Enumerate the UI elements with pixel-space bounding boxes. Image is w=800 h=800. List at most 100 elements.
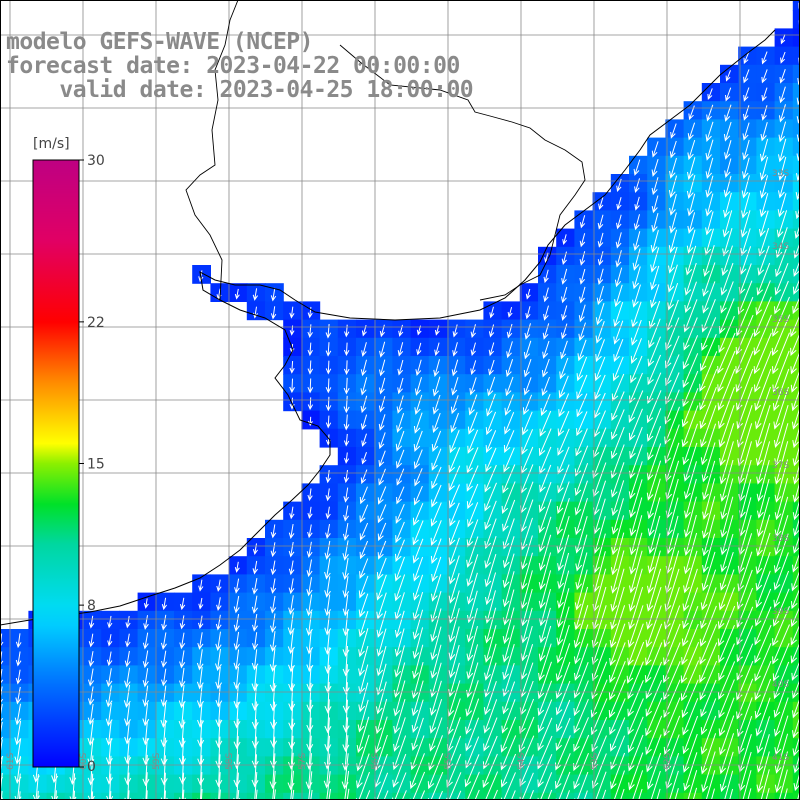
wind-arrow [630,355,643,384]
wind-arrow [629,532,643,575]
wind-arrow [252,288,259,301]
wind-arrow [754,606,772,646]
wind-arrow [410,735,425,771]
wind-arrow [610,568,625,613]
wind-arrow [557,411,570,437]
wind-arrow [470,342,476,356]
wind-arrow [448,537,460,566]
wind-arrow [197,755,205,786]
wind-arrow [779,86,786,104]
wind-arrow [701,751,716,793]
wind-arrow [792,424,800,449]
wind-speed-cell [792,28,800,48]
wind-arrow [719,423,735,467]
wind-arrow [487,376,496,397]
wind-arrow [674,788,679,800]
wind-arrow [358,664,369,695]
wind-arrow [761,51,768,65]
wind-arrow [685,245,697,276]
wind-arrow [737,715,753,755]
wind-arrow [701,496,716,539]
wind-arrow [632,266,641,290]
wind-arrow [755,386,771,430]
wind-arrow [774,515,789,556]
wind-arrow [779,69,786,84]
wind-arrow [520,625,533,662]
wind-speed-cell [792,283,800,302]
wind-arrow [307,360,314,375]
wind-arrow [777,193,787,218]
wind-arrow [613,770,625,800]
wind-arrow [343,487,350,503]
wind-arrow [718,569,735,611]
wind-arrow [613,301,624,328]
wind-arrow [379,359,386,377]
wind-arrow [142,650,149,669]
wind-arrow [396,449,405,469]
wind-arrow [700,334,717,372]
wind-arrow [773,404,789,449]
wind-arrow [143,615,149,630]
wind-speed-cell [701,792,721,800]
wind-arrow [324,647,332,674]
wind-arrow [650,284,660,309]
wind-arrow [179,597,186,611]
wind-arrow [438,790,443,800]
wind-arrow [717,587,735,630]
wind-speed-cell [792,0,800,11]
wind-arrow [270,287,277,302]
coastline-path [0,29,776,626]
wind-arrow [123,684,131,709]
wind-arrow [687,770,698,800]
wind-arrow [215,685,223,708]
wind-arrow [756,751,770,793]
wind-arrow [720,478,734,520]
wind-arrow [595,321,605,344]
wind-arrow [561,286,568,304]
wind-arrow [742,770,752,800]
wind-arrow [741,175,750,199]
wind-arrow [356,734,370,772]
wind-arrow [379,377,386,395]
wind-arrow [215,631,222,652]
wind-arrow [198,597,204,610]
wind-arrow [431,574,442,602]
wind-arrow [792,497,800,521]
wind-arrow [645,715,663,755]
wind-arrow [720,459,734,502]
colorbar-unit: [m/s] [33,136,70,152]
wind-arrow [555,680,571,716]
wind-arrow [684,461,697,500]
wind-arrow [502,625,515,663]
wind-arrow [288,701,296,731]
wind-arrow [720,533,734,573]
wind-arrow [683,752,698,792]
wind-speed-cell [792,665,800,685]
wind-arrow [306,648,314,673]
wind-arrow [464,771,480,800]
wind-arrow [14,720,22,746]
wind-speed-cell [792,592,800,612]
wind-arrow [780,51,786,64]
wind-arrow [310,789,313,800]
wind-arrow [343,395,350,414]
wind-arrow [430,520,442,546]
wind-arrow [792,733,800,757]
wind-arrow [397,359,404,376]
wind-speed-cell [792,701,800,721]
wind-arrow [718,643,735,682]
wind-arrow [682,733,698,773]
wind-arrow [647,550,661,594]
wind-arrow [343,342,350,357]
wind-arrow [778,138,787,163]
wind-arrow [73,790,75,800]
wind-arrow [106,668,113,688]
wind-arrow [287,735,295,770]
wind-arrow [15,686,22,705]
wind-arrow [51,773,59,800]
wind-arrow [702,262,716,297]
wind-arrow [718,697,735,737]
wind-arrow [772,624,790,665]
wind-arrow [411,680,424,717]
